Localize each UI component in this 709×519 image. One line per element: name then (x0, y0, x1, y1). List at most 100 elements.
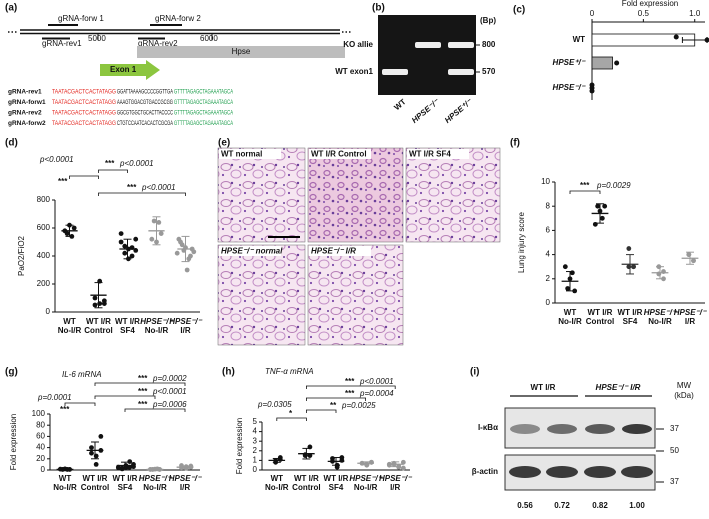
x-tick-label: Control (84, 326, 112, 335)
data-point (92, 302, 98, 308)
significance-label: p=0.0025 (341, 401, 376, 410)
significance-label: p=0.0006 (152, 400, 187, 409)
mw-value: 37 (670, 424, 679, 433)
panel-label: (d) (5, 138, 18, 149)
significance-bracket (306, 409, 337, 413)
sequence-part: GTTTTAGAGCTAGAAATAGCA (174, 110, 233, 117)
y-axis-title: PaO2/FiO2 (17, 235, 26, 276)
x-tick-label: HPSE⁻/⁻ (169, 317, 202, 326)
gel-band (382, 69, 408, 75)
histology-label: HPSE⁻/⁻ I/R (311, 247, 356, 256)
y-tick-label: 0 (41, 465, 46, 474)
histology-label: WT normal (221, 150, 262, 159)
y-tick-label: 0 (253, 465, 258, 474)
x-tick-label: Control (586, 317, 614, 326)
exon-label: Exon 1 (110, 65, 137, 74)
panel-label: (g) (5, 367, 18, 378)
data-point (400, 465, 406, 471)
data-point (599, 215, 605, 221)
band-ratio: 1.00 (629, 501, 645, 510)
panel-label: (a) (5, 3, 17, 14)
sequence-part: TAATACGACTCACTATAGG (52, 110, 116, 117)
data-point (186, 256, 192, 262)
data-point (589, 88, 595, 94)
sequence-part: TAATACGACTCACTATAGG (52, 120, 116, 127)
gel-unit: (Bp) (480, 16, 496, 25)
data-point (174, 250, 180, 256)
data-point (118, 239, 124, 245)
data-point (562, 264, 568, 270)
blot-band (584, 466, 616, 478)
x-tick-label: No-I/R (145, 326, 169, 335)
panel-label: (c) (513, 5, 525, 16)
data-point (71, 225, 77, 231)
x-tick-label: WT (271, 474, 284, 483)
gel-band (415, 42, 441, 48)
position-label: 5000 (88, 34, 106, 43)
lane-label: WT (392, 97, 407, 112)
data-point (93, 462, 99, 467)
data-point (115, 465, 121, 471)
significance-label: p<0.0001 (39, 155, 74, 164)
sequence-name: gRNA-rev2 (8, 110, 42, 117)
y-tick-label: 6 (546, 226, 551, 235)
y-tick-label: 1 (253, 456, 258, 465)
sequence-part: GGCGTGGCTGCACTTACCCC (117, 110, 173, 117)
data-point (184, 267, 190, 273)
data-point (133, 236, 139, 242)
panel-label: (e) (218, 138, 230, 149)
x-tick-label: No-I/R (53, 483, 77, 492)
data-point (151, 218, 157, 224)
y-tick-label: 40 (36, 443, 45, 452)
sequence-part: GTTTTAGAGCTAGAAATAGCA (174, 89, 233, 96)
x-tick-label: Control (292, 483, 320, 492)
significance-label: p=0.0004 (359, 389, 394, 398)
sequence-part: AAAGTGGACGTGACCGCGG (117, 99, 173, 106)
x-tick-label: 1.0 (689, 9, 701, 18)
data-point (673, 34, 679, 40)
data-point (89, 445, 94, 450)
y-tick-label: 20 (36, 454, 45, 463)
x-tick-label: SF4 (329, 483, 344, 492)
x-tick-label: HPSE⁻/⁻ (349, 474, 382, 483)
x-tick-label: No-I/R (265, 483, 289, 492)
x-tick-label: I/R (390, 483, 400, 492)
data-point (686, 252, 692, 257)
y-tick-label: 0 (546, 298, 551, 307)
significance-label: p=0.0029 (596, 181, 631, 190)
sequence-part: GTTTTAGAGCTAGAAATAGCA (174, 99, 233, 106)
y-tick-label: 100 (32, 409, 46, 418)
data-point (626, 264, 632, 270)
significance-bracket (306, 385, 396, 389)
data-point (101, 298, 107, 304)
significance-label: *** (127, 183, 137, 192)
y-tick-label: 400 (37, 251, 51, 260)
band-label: WT exon1 (335, 67, 373, 76)
y-axis-title: Fold expression (9, 414, 18, 470)
data-point (631, 264, 636, 270)
gel-band (448, 42, 474, 48)
significance-bracket (94, 382, 186, 386)
significance-label: *** (345, 389, 355, 398)
significance-label: p<0.0001 (141, 183, 176, 192)
panel-label: (i) (470, 367, 479, 378)
gene-label: Hpse (232, 47, 251, 56)
band-ratio: 0.56 (517, 501, 533, 510)
data-point (156, 220, 162, 225)
x-tick-label: WT I/R (113, 474, 138, 483)
blot-band (585, 424, 615, 434)
data-point (149, 236, 155, 242)
x-tick-label: I/R (685, 317, 695, 326)
gene-box (137, 46, 345, 58)
data-point (122, 243, 128, 249)
x-tick-label: No-I/R (354, 483, 378, 492)
lane-label: HPSE⁺/⁻ (443, 97, 474, 125)
mw-label: (kDa) (674, 391, 694, 400)
data-point (400, 459, 406, 465)
data-point (626, 246, 632, 251)
y-tick-label: 0 (46, 307, 51, 316)
y-tick-label: 80 (36, 420, 45, 429)
x-tick-label: SF4 (118, 483, 133, 492)
x-tick-label: HPSE⁻/⁻ (169, 474, 202, 483)
